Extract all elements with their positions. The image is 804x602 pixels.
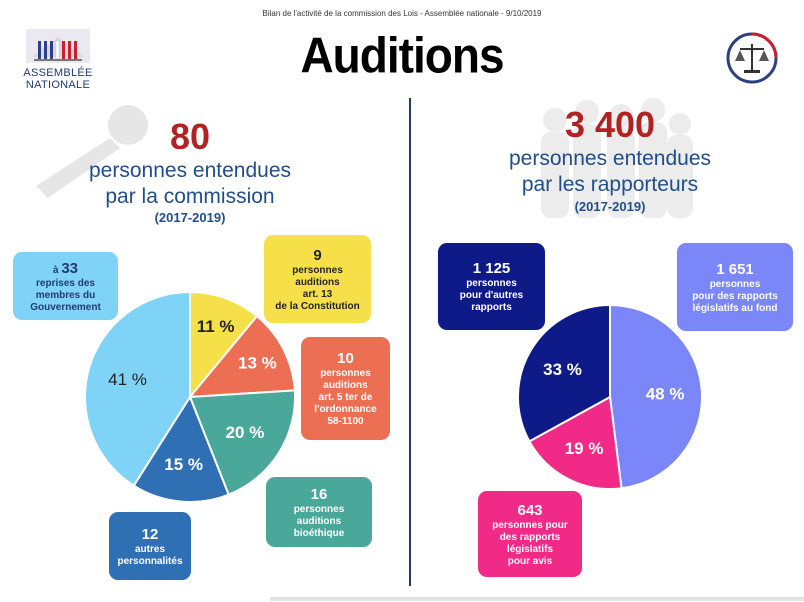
box-constitution-line1: personnes xyxy=(292,264,343,276)
box-autres-rapports-number: 1 125 xyxy=(472,260,511,277)
box-autres-rapports-line3: rapports xyxy=(471,302,512,313)
box-fond: 1 651 personnes pour des rapports législ… xyxy=(677,243,793,331)
box-constitution: 9 personnes auditions art. 13 de la Cons… xyxy=(264,235,371,323)
assemblee-nationale-logo: ASSEMBLÉE NATIONALE xyxy=(18,27,98,91)
box-avis-number: 643 xyxy=(517,501,543,519)
box-avis-line2: des rapports xyxy=(499,531,561,543)
box-autres-line2: personnalités xyxy=(117,555,183,567)
pie-slice-pie-right-2 xyxy=(517,303,611,443)
box-gouvernement-prefix: à xyxy=(52,264,59,276)
pie-slice-pie-right-1 xyxy=(528,395,623,490)
box-fond-line2: pour des rapports xyxy=(692,290,778,302)
box-ordonnance-number: 10 xyxy=(337,350,354,367)
scales-of-justice-icon xyxy=(726,32,778,84)
box-ordonnance-line1: personnes xyxy=(320,368,371,379)
box-fond-line1: personnes xyxy=(709,278,761,290)
box-autres-rapports: 1 125 personnes pour d'autres rapports xyxy=(438,243,545,330)
hemicycle-icon xyxy=(26,29,90,63)
box-ordonnance-line2: auditions xyxy=(323,380,368,391)
pie-slice-pie-left-2 xyxy=(188,389,296,496)
box-constitution-line3: art. 13 xyxy=(302,288,333,300)
logo-line2: NATIONALE xyxy=(25,79,91,91)
center-divider xyxy=(409,98,411,586)
pie-chart-rapporteurs: 48 % 19 % 33 % xyxy=(517,303,703,490)
pie-label-pie-left-4: 41 % xyxy=(108,370,147,389)
right-subtitle-line2: par les rapporteurs xyxy=(521,173,699,196)
box-autres-line1: autres xyxy=(134,543,165,555)
right-big-number: 3 400 xyxy=(564,104,656,145)
box-avis-line1: personnes pour xyxy=(492,519,568,531)
box-avis: 643 personnes pour des rapports législat… xyxy=(478,491,582,577)
box-bioethique: 16 personnes auditions bioéthique xyxy=(266,477,372,547)
pie-slice-pie-left-3 xyxy=(132,394,230,503)
pie-label-pie-left-3: 15 % xyxy=(164,455,203,474)
left-big-number: 80 xyxy=(169,116,211,157)
box-fond-number: 1 651 xyxy=(716,260,754,278)
right-period: (2017-2019) xyxy=(574,199,646,214)
page-title: Auditions xyxy=(300,26,504,84)
box-bioethique-line3: bioéthique xyxy=(293,527,345,539)
box-gouvernement: à 33 reprises des membres du Gouvernemen… xyxy=(13,252,118,320)
logo-line1: ASSEMBLÉE xyxy=(23,67,93,79)
box-ordonnance-line5: 58-1100 xyxy=(327,416,364,427)
pie-slice-pie-left-1 xyxy=(187,314,296,399)
box-bioethique-number: 16 xyxy=(310,485,328,503)
pie-label-pie-left-1: 13 % xyxy=(238,354,277,373)
left-subtitle-line2: par la commission xyxy=(105,185,275,208)
box-gouvernement-number: 33 xyxy=(61,259,79,277)
pie-label-pie-right-1: 19 % xyxy=(565,439,604,458)
pie-chart-commission: 11 %13 % 20 % 15 % 41 % xyxy=(84,290,296,503)
box-autres-rapports-line2: pour d'autres xyxy=(459,290,524,301)
bottom-rule xyxy=(270,597,804,601)
box-gouvernement-line3: Gouvernement xyxy=(30,301,101,313)
pie-label-pie-left-0: 11 % xyxy=(197,317,235,336)
box-constitution-line2: auditions xyxy=(295,276,340,288)
box-bioethique-line2: auditions xyxy=(296,515,342,527)
pie-label-pie-right-0: 48 % xyxy=(646,385,685,404)
left-subtitle-line1: personnes entendues xyxy=(89,159,291,182)
crowd-silhouette-icon xyxy=(541,98,693,218)
box-fond-line3: législatifs au fond xyxy=(692,302,778,314)
box-ordonnance-line3: art. 5 ter de xyxy=(318,392,373,403)
box-avis-line4: pour avis xyxy=(507,555,553,567)
box-gouvernement-line2: membres du xyxy=(35,289,96,301)
left-period: (2017-2019) xyxy=(154,210,226,225)
pie-slice-pie-left-0 xyxy=(189,290,259,400)
box-avis-line3: législatifs xyxy=(506,543,554,555)
box-gouvernement-line1: reprises des xyxy=(36,277,95,289)
box-constitution-number: 9 xyxy=(313,246,322,264)
box-bioethique-line1: personnes xyxy=(293,503,345,515)
box-constitution-line4: de la Constitution xyxy=(275,300,360,312)
box-autres-rapports-line1: personnes xyxy=(466,278,517,289)
pie-label-pie-right-2: 33 % xyxy=(543,360,582,379)
box-autres: 12 autres personnalités xyxy=(109,512,191,580)
pie-label-pie-left-2: 20 % xyxy=(226,423,265,442)
right-subtitle-line1: personnes entendues xyxy=(509,147,711,170)
box-autres-number: 12 xyxy=(141,525,159,543)
pie-slice-pie-left-4 xyxy=(84,290,191,488)
microphone-icon xyxy=(36,105,148,198)
box-ordonnance: 10 personnes auditions art. 5 ter de l'o… xyxy=(301,337,390,440)
box-ordonnance-line4: l'ordonnance xyxy=(314,404,377,415)
header-caption: Bilan de l'activité de la commission des… xyxy=(262,9,542,18)
pie-slice-pie-right-0 xyxy=(609,303,703,490)
